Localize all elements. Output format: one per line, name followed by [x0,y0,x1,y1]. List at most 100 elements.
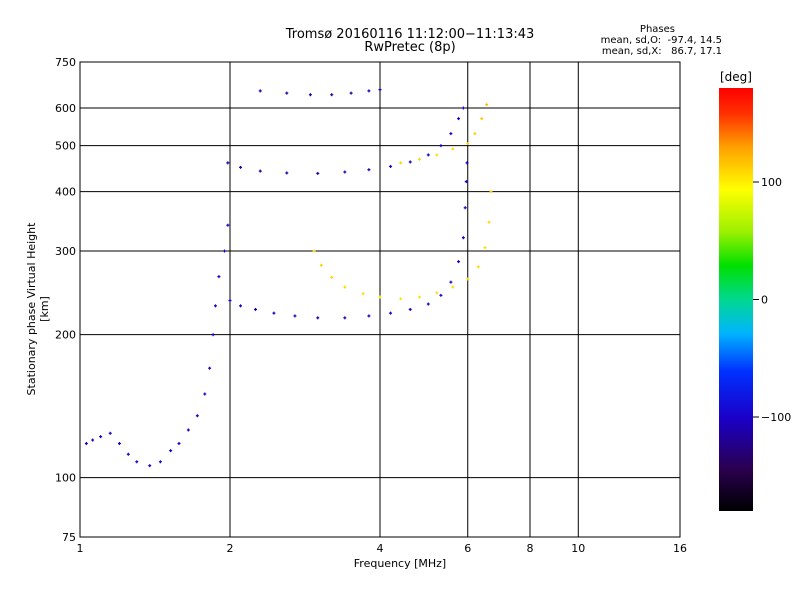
data-point [226,161,230,165]
data-point [483,246,487,250]
data-point [461,236,465,240]
data-point [203,392,207,396]
colorbar-tick-label: 100 [761,176,782,189]
data-point [464,180,468,184]
x-tick-label: 6 [464,542,471,555]
data-point [489,190,493,194]
data-point [378,88,382,92]
chart-subtitle: RwPretec (8p) [364,40,456,55]
data-point [476,265,480,269]
data-point [117,442,121,446]
data-point [169,449,173,453]
data-point [312,249,316,253]
data-point [148,464,152,468]
data-point [272,311,276,315]
data-point [228,299,232,303]
y-tick-label: 300 [55,245,76,258]
data-point [451,147,455,151]
y-axis-label: Stationary phase Virtual Height [km] [25,222,51,396]
data-point [426,302,430,306]
y-tick-label: 750 [55,56,76,69]
data-point [343,316,347,320]
data-point [330,93,334,97]
data-point [417,295,421,299]
colorbar-ticks: −100 0 100 [753,176,791,424]
data-point [285,91,289,95]
data-point [457,260,461,264]
data-point [417,157,421,161]
data-point [135,460,139,464]
data-points [84,88,493,468]
data-point [389,311,393,315]
colorbar-title: [deg] [720,70,752,84]
data-point [451,285,455,289]
data-point [466,142,470,146]
data-point [367,89,371,93]
data-point [208,366,212,370]
x-tick-label: 2 [227,542,234,555]
data-point [439,144,443,148]
data-point [367,168,371,172]
data-point [285,171,289,175]
data-point [466,277,470,281]
data-point [316,316,320,320]
x-tick-label: 16 [673,542,687,555]
data-point [84,442,88,446]
data-point [226,223,230,227]
data-point [217,275,221,279]
data-point [426,153,430,157]
data-point [399,297,403,301]
phases-heading: Phases [639,24,675,35]
data-point [485,103,489,107]
colorbar-tick-label: −100 [761,411,791,424]
data-point [457,117,461,121]
data-point [213,304,217,308]
y-tick-label: 500 [55,140,76,153]
phases-o-mode-stats: mean, sd,O: -97.4, 14.5 [600,35,722,46]
phases-x-mode-stats: mean, sd,X: 86.7, 17.1 [601,46,722,57]
data-point [330,275,334,279]
data-point [177,442,181,446]
data-point [449,132,453,136]
data-point [461,106,465,110]
data-point [343,170,347,174]
y-axis-ticks: 75 100 200 300 400 500 600 750 [55,56,76,544]
data-point [253,307,257,311]
data-point [108,431,112,435]
y-tick-label: 600 [55,102,76,115]
y-tick-label: 400 [55,186,76,199]
x-axis-ticks: 1 2 4 6 8 10 16 [77,542,688,555]
data-point [223,249,227,253]
data-point [408,160,412,164]
data-point [449,280,453,284]
data-point [258,89,262,93]
data-point [399,161,403,165]
data-point [293,314,297,318]
x-axis-label: Frequency [MHz] [353,557,447,570]
data-point [195,414,199,418]
data-point [439,293,443,297]
data-point [308,93,312,97]
data-point [480,117,484,121]
data-point [367,314,371,318]
x-tick-label: 4 [377,542,384,555]
data-point [349,91,353,95]
data-point [99,435,103,439]
x-tick-label: 8 [527,542,534,555]
data-point [389,164,393,168]
data-point [126,452,130,456]
y-tick-label: 100 [55,472,76,485]
data-point [91,438,95,442]
data-point [487,220,491,224]
chart-title: Tromsø 20160116 11:12:00−11:13:43 [285,27,535,42]
data-point [258,169,262,173]
data-point [435,291,439,295]
data-point [463,206,467,210]
data-point [378,295,382,299]
x-tick-label: 1 [77,542,84,555]
data-point [361,292,365,296]
y-tick-label: 200 [55,329,76,342]
data-point [473,132,477,136]
data-point [465,161,469,165]
